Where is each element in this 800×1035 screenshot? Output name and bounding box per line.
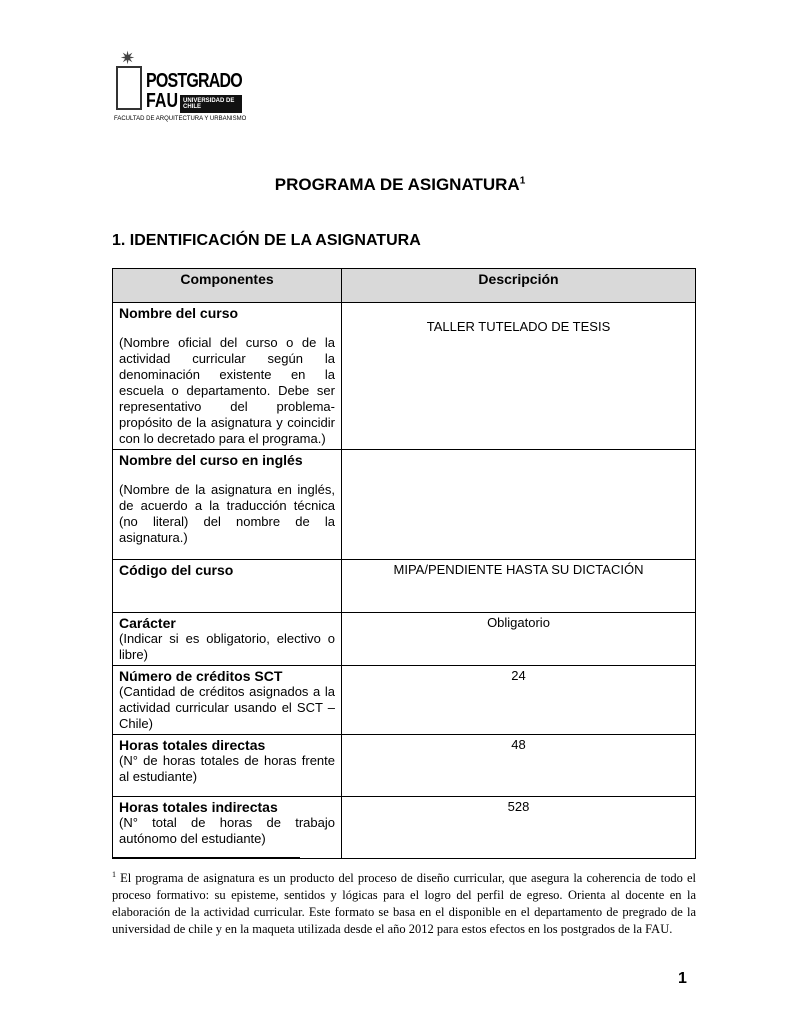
footnote-ref: 1 (519, 175, 526, 187)
row-value: MIPA/PENDIENTE HASTA SU DICTACIÓN (341, 559, 696, 613)
row-value: 528 (341, 796, 696, 859)
page-number: 1 (678, 970, 687, 987)
footnote-separator (112, 857, 300, 858)
footnote: 1 El programa de asignatura es un produc… (112, 866, 696, 938)
row-value: Obligatorio (341, 612, 696, 666)
row-description: (Cantidad de créditos asignados a la act… (119, 684, 335, 731)
table-row: Horas totales directas (N° de horas total… (112, 734, 696, 797)
row-description: (N° total de horas de trabajo autónomo d… (119, 815, 335, 846)
table-row: Nombre del curso en inglés (Nombre de la … (112, 449, 696, 560)
title-text: PROGRAMA DE ASIGNATURA (274, 175, 520, 194)
table-row: Nombre del curso (Nombre oficial del curs… (112, 302, 696, 450)
row-label: Carácter (119, 615, 176, 631)
row-label: Nombre del curso en inglés (119, 452, 303, 468)
page-title: PROGRAMA DE ASIGNATURA1 (0, 175, 800, 195)
identification-table: Componentes Descripción Nombre del curso… (112, 268, 696, 859)
row-label: Código del curso (119, 562, 234, 578)
crest-icon (116, 66, 142, 110)
row-value: TALLER TUTELADO DE TESIS (426, 319, 611, 334)
section-heading: 1. IDENTIFICACIÓN DE LA ASIGNATURA (112, 232, 421, 249)
row-label: Número de créditos SCT (119, 668, 283, 684)
table-row: Número de créditos SCT (Cantidad de crédi… (112, 665, 696, 735)
footnote-text: El programa de asignatura es un producto… (112, 871, 696, 937)
logo-faculty: FACULTAD DE ARQUITECTURA Y URBANISMO (114, 116, 247, 122)
table-row: Código del curso MIPA/PENDIENTE HASTA SU… (112, 559, 696, 613)
row-label: Nombre del curso (119, 305, 239, 321)
table-header-row: Componentes Descripción (112, 268, 696, 303)
table-row: Horas totales indirectas (N° total de hor… (112, 796, 696, 859)
row-value: 24 (341, 665, 696, 735)
header-componentes: Componentes (112, 268, 342, 303)
header-descripcion: Descripción (341, 268, 696, 303)
row-label: Horas totales indirectas (119, 799, 278, 815)
table-row: Carácter (Indicar si es obligatorio, elec… (112, 612, 696, 666)
row-value: 48 (341, 734, 696, 797)
row-description: (N° de horas totales de horas frente al … (119, 753, 335, 784)
row-description: (Indicar si es obligatorio, electivo o l… (119, 631, 335, 662)
logo-university: UNIVERSIDAD DE CHILE (180, 95, 242, 113)
logo-subtitle: FAU (146, 90, 178, 112)
postgrado-fau-logo: ✷ POSTGRADO FAU UNIVERSIDAD DE CHILE FAC… (112, 48, 246, 128)
row-label: Horas totales directas (119, 737, 266, 753)
row-value (341, 449, 696, 560)
logo-title: POSTGRADO (146, 70, 243, 92)
row-description: (Nombre de la asignatura en inglés, de a… (119, 482, 335, 545)
sun-emblem-icon: ✷ (120, 48, 136, 68)
row-description: (Nombre oficial del curso o de la activi… (119, 335, 335, 446)
footnote-mark: 1 (112, 870, 116, 879)
